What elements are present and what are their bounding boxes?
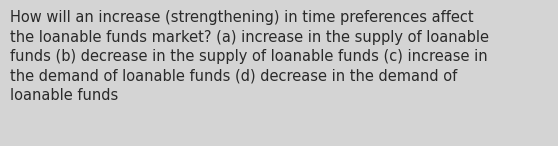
Text: How will an increase (strengthening) in time preferences affect
the loanable fun: How will an increase (strengthening) in … bbox=[10, 10, 489, 104]
